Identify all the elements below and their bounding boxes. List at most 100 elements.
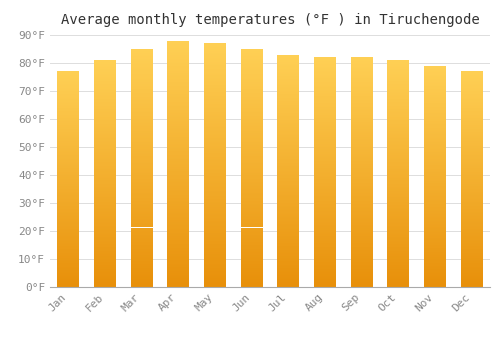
Bar <box>278 219 299 221</box>
Bar <box>94 166 116 167</box>
Bar <box>204 223 226 224</box>
Bar <box>94 118 116 119</box>
Bar <box>278 253 299 254</box>
Bar <box>424 204 446 205</box>
Bar <box>58 142 80 144</box>
Bar <box>278 245 299 246</box>
Bar <box>424 134 446 135</box>
Bar <box>240 204 262 205</box>
Bar <box>94 265 116 267</box>
Bar <box>58 222 80 223</box>
Bar <box>278 116 299 117</box>
Bar <box>130 110 152 111</box>
Bar <box>58 220 80 221</box>
Bar <box>388 158 409 159</box>
Bar <box>314 86 336 87</box>
Bar <box>58 227 80 228</box>
Bar <box>130 248 152 249</box>
Bar <box>460 278 482 279</box>
Bar <box>168 90 190 91</box>
Bar <box>460 256 482 257</box>
Bar <box>94 107 116 108</box>
Bar <box>240 116 262 117</box>
Bar <box>424 154 446 155</box>
Bar <box>350 215 372 216</box>
Bar <box>240 187 262 188</box>
Bar <box>168 52 190 53</box>
Bar <box>424 170 446 171</box>
Bar <box>424 101 446 102</box>
Bar <box>314 150 336 152</box>
Bar <box>424 201 446 202</box>
Bar <box>168 149 190 150</box>
Bar <box>460 188 482 189</box>
Bar <box>350 246 372 247</box>
Bar <box>278 261 299 262</box>
Bar <box>168 238 190 239</box>
Bar <box>168 128 190 129</box>
Bar <box>278 72 299 73</box>
Bar <box>168 277 190 278</box>
Bar <box>94 269 116 270</box>
Bar <box>278 197 299 199</box>
Bar <box>424 94 446 96</box>
Bar <box>58 91 80 92</box>
Bar <box>350 149 372 150</box>
Bar <box>350 83 372 84</box>
Bar <box>130 192 152 193</box>
Bar <box>168 127 190 128</box>
Bar <box>424 223 446 224</box>
Bar <box>130 86 152 87</box>
Bar <box>58 237 80 238</box>
Bar <box>130 84 152 85</box>
Bar <box>240 127 262 129</box>
Bar <box>168 129 190 131</box>
Bar <box>460 127 482 128</box>
Bar <box>168 228 190 229</box>
Bar <box>388 264 409 265</box>
Bar <box>314 241 336 242</box>
Bar <box>460 271 482 272</box>
Bar <box>314 80 336 82</box>
Bar <box>424 75 446 76</box>
Bar <box>94 120 116 121</box>
Bar <box>240 50 262 51</box>
Bar <box>350 145 372 146</box>
Bar <box>168 104 190 105</box>
Bar <box>424 286 446 287</box>
Bar <box>168 173 190 174</box>
Bar <box>350 255 372 256</box>
Bar <box>424 119 446 120</box>
Bar <box>240 205 262 206</box>
Bar <box>94 91 116 92</box>
Bar <box>130 159 152 160</box>
Bar <box>204 80 226 81</box>
Bar <box>350 272 372 273</box>
Bar <box>94 262 116 263</box>
Bar <box>350 103 372 104</box>
Bar <box>460 130 482 131</box>
Bar <box>388 115 409 116</box>
Bar <box>314 265 336 266</box>
Bar <box>460 233 482 234</box>
Bar <box>278 55 299 56</box>
Bar <box>130 189 152 191</box>
Bar <box>460 201 482 202</box>
Bar <box>350 107 372 108</box>
Bar <box>94 102 116 103</box>
Bar <box>240 161 262 162</box>
Bar <box>388 142 409 143</box>
Bar <box>204 166 226 168</box>
Bar <box>204 87 226 89</box>
Bar <box>240 282 262 284</box>
Bar <box>350 80 372 82</box>
Bar <box>168 249 190 250</box>
Bar <box>240 129 262 130</box>
Bar <box>240 143 262 144</box>
Bar <box>460 230 482 231</box>
Bar <box>58 181 80 182</box>
Bar <box>460 118 482 119</box>
Bar <box>240 133 262 135</box>
Bar <box>350 286 372 287</box>
Bar <box>388 100 409 101</box>
